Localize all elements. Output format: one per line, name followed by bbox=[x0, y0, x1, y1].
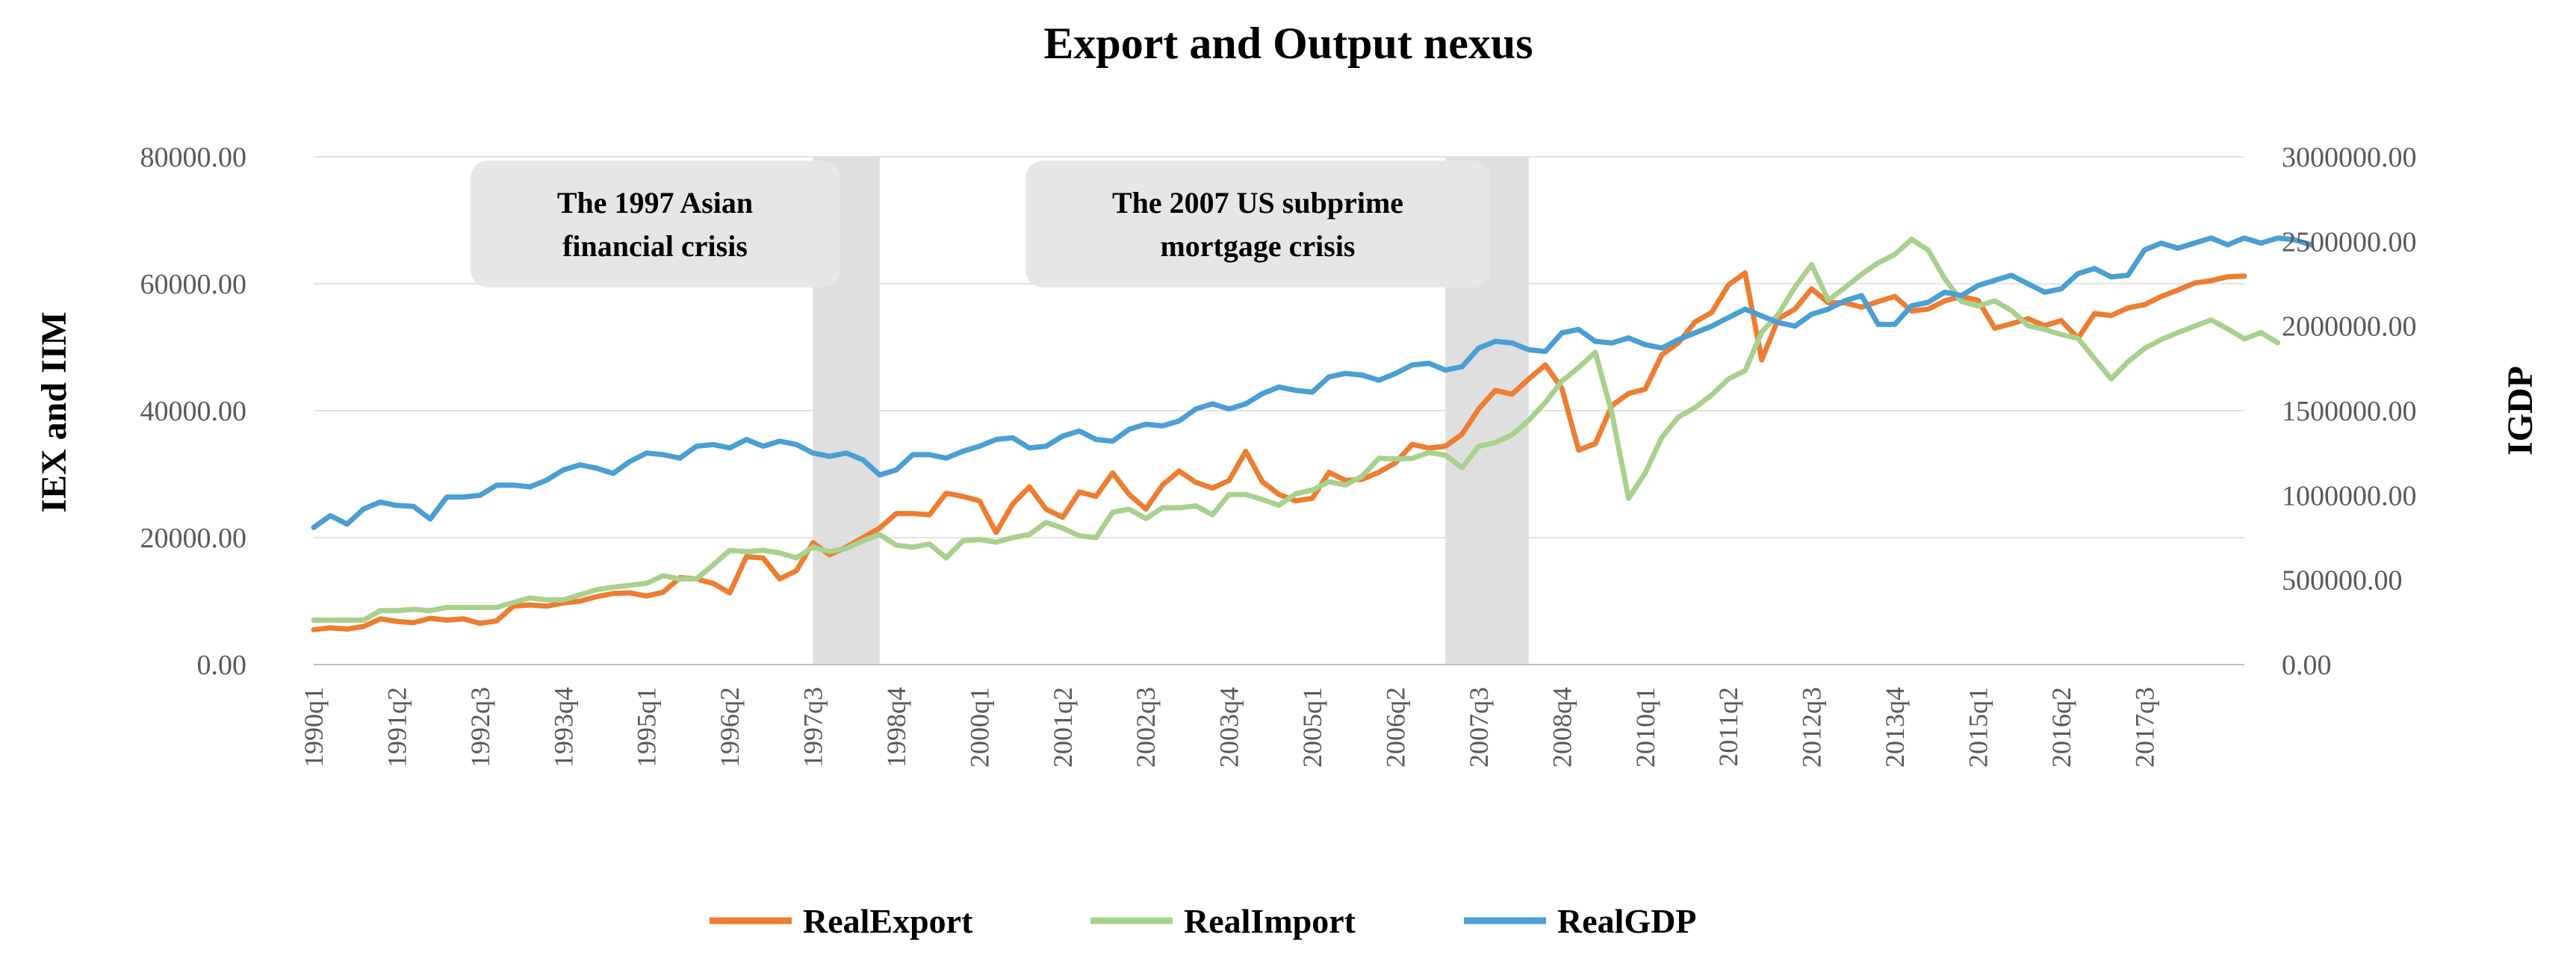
x-tick-label: 2005q1 bbox=[1297, 687, 1327, 768]
legend-label-realgdp: RealGDP bbox=[1557, 902, 1697, 940]
left-y-tick-label: 0.00 bbox=[197, 650, 247, 681]
x-tick-label: 2012q3 bbox=[1797, 687, 1827, 768]
x-tick-label: 1996q2 bbox=[715, 687, 745, 768]
right-y-tick-label: 3000000.00 bbox=[2282, 142, 2417, 173]
x-tick-label: 1993q4 bbox=[548, 687, 578, 768]
annotation-box-2 bbox=[1025, 161, 1490, 287]
right-y-tick-label: 2500000.00 bbox=[2282, 226, 2417, 258]
x-tick-label: 1991q2 bbox=[382, 687, 412, 768]
x-tick-label: 1997q3 bbox=[798, 687, 828, 768]
right-y-tick-label: 1000000.00 bbox=[2282, 480, 2417, 512]
x-tick-label: 2003q4 bbox=[1214, 687, 1244, 768]
annotation-line-2: financial crisis bbox=[562, 229, 748, 263]
x-tick-label: 2011q2 bbox=[1713, 687, 1743, 767]
x-tick-label: 2015q1 bbox=[1963, 687, 1993, 768]
annotation-box-1 bbox=[471, 161, 840, 287]
annotation-line-1: The 2007 US subprime bbox=[1112, 186, 1403, 220]
x-tick-label: 2006q2 bbox=[1381, 687, 1411, 768]
x-tick-label: 1990q1 bbox=[299, 687, 329, 768]
x-tick-label: 1995q1 bbox=[632, 687, 662, 768]
left-y-tick-label: 20000.00 bbox=[140, 523, 247, 554]
left-y-tick-label: 40000.00 bbox=[140, 396, 247, 427]
x-tick-label: 2013q4 bbox=[1880, 687, 1910, 768]
right-y-tick-label: 0.00 bbox=[2282, 650, 2332, 681]
right-y-axis-ticks: 0.00 500000.00 1000000.00 1500000.00 2000000… bbox=[2282, 142, 2417, 681]
x-tick-label: 2000q1 bbox=[964, 687, 994, 768]
left-y-axis-title: IEX and IIM bbox=[34, 311, 74, 512]
right-y-tick-label: 1500000.00 bbox=[2282, 396, 2417, 427]
right-y-axis-title: IGDP bbox=[2501, 366, 2540, 455]
series-line-realgdp bbox=[311, 235, 2314, 530]
x-axis-ticks: 1990q1 1991q2 1992q3 1993q4 1995q1 1996q2 1997… bbox=[299, 687, 2159, 768]
series-line-realexport bbox=[311, 270, 2247, 632]
left-y-tick-label: 60000.00 bbox=[140, 269, 247, 300]
x-tick-label: 2010q1 bbox=[1630, 687, 1660, 768]
right-y-tick-label: 500000.00 bbox=[2282, 565, 2403, 597]
legend: RealExport RealImport RealGDP bbox=[710, 902, 1697, 940]
x-tick-label: 1998q4 bbox=[881, 687, 911, 768]
right-y-tick-label: 2000000.00 bbox=[2282, 311, 2417, 343]
x-tick-label: 2017q3 bbox=[2129, 687, 2159, 768]
x-tick-label: 2001q2 bbox=[1048, 687, 1078, 768]
annotation-boxes: The 1997 Asian financial crisis The 2007 U… bbox=[471, 161, 1490, 287]
left-y-tick-label: 80000.00 bbox=[140, 142, 247, 173]
x-tick-label: 2016q2 bbox=[2046, 687, 2076, 768]
legend-label-realimport: RealImport bbox=[1184, 902, 1356, 940]
series-lines bbox=[311, 235, 2314, 632]
annotation-line-2: mortgage crisis bbox=[1160, 229, 1355, 263]
x-tick-label: 2008q4 bbox=[1547, 687, 1577, 768]
x-tick-label: 1992q3 bbox=[465, 687, 495, 768]
x-tick-label: 2002q3 bbox=[1131, 687, 1161, 768]
chart-title: Export and Output nexus bbox=[1043, 19, 1533, 68]
legend-label-realexport: RealExport bbox=[803, 902, 973, 940]
x-tick-label: 2007q3 bbox=[1464, 687, 1494, 768]
series-line-realimport bbox=[311, 237, 2281, 623]
annotation-line-1: The 1997 Asian bbox=[557, 186, 753, 220]
left-y-axis-ticks: 0.00 20000.00 40000.00 60000.00 80000.00 bbox=[140, 142, 247, 681]
